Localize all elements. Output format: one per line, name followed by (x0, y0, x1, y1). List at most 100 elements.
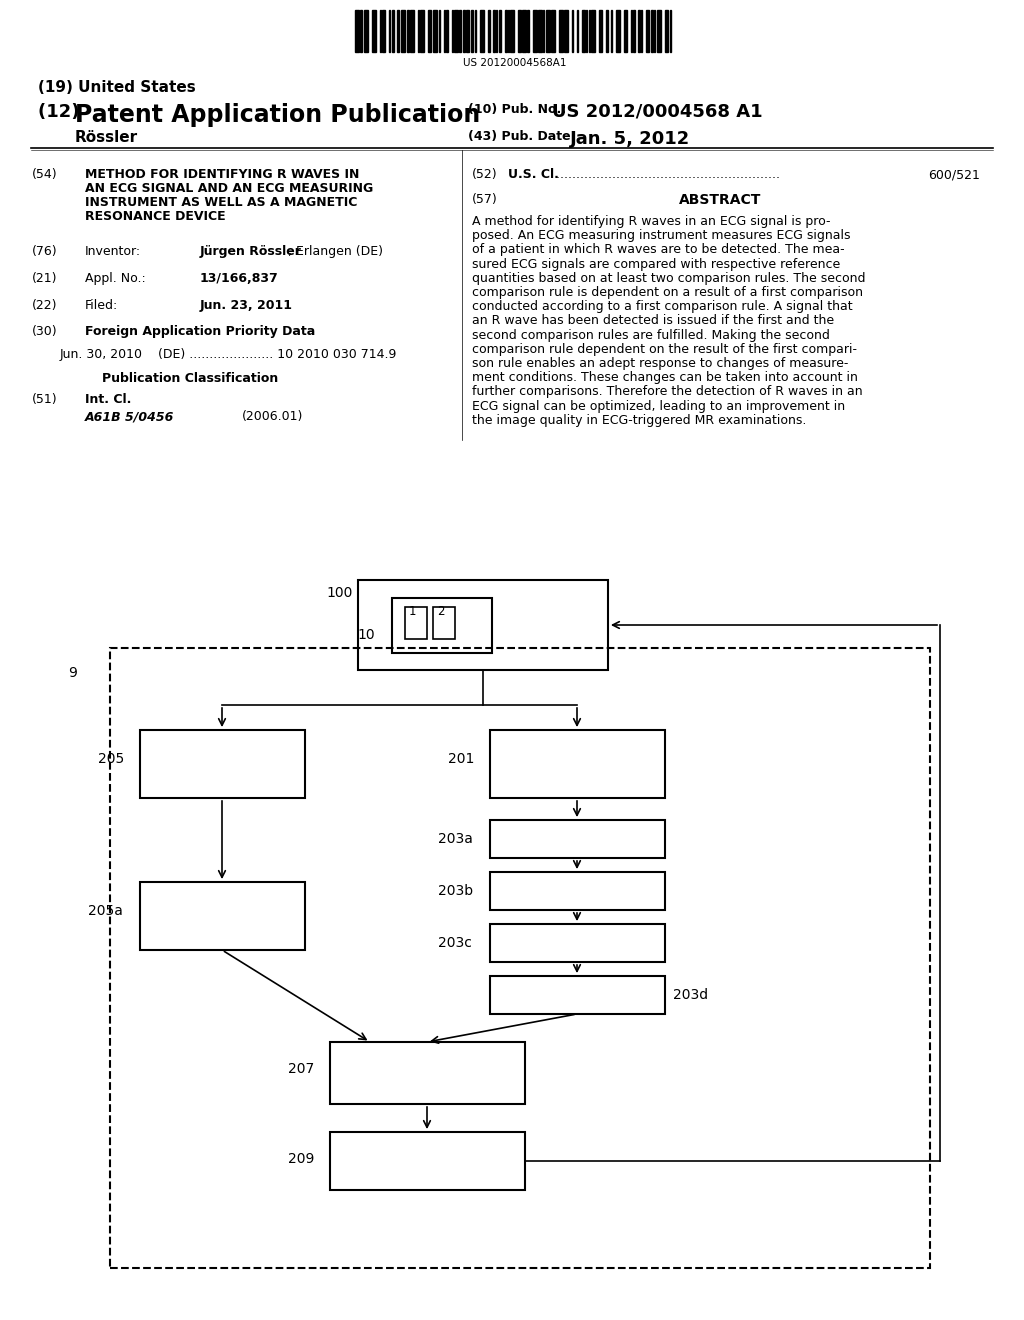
Text: 201: 201 (449, 752, 474, 766)
Text: (21): (21) (32, 272, 57, 285)
Bar (360, 11, 361, 51)
Bar (389, 11, 390, 51)
Bar (418, 11, 419, 51)
Bar (490, 924, 665, 962)
Text: Filed:: Filed: (85, 300, 118, 312)
Text: comparison rule is dependent on a result of a first comparison: comparison rule is dependent on a result… (472, 286, 863, 300)
Bar (380, 11, 381, 51)
Bar (438, 11, 440, 51)
Text: sured ECG signals are compared with respective reference: sured ECG signals are compared with resp… (472, 257, 841, 271)
Bar (420, 11, 424, 51)
Bar (505, 11, 507, 51)
Text: (10) Pub. No.:: (10) Pub. No.: (468, 103, 566, 116)
Bar (460, 11, 461, 51)
Bar (466, 11, 469, 51)
Bar (532, 11, 537, 51)
Text: (12): (12) (38, 103, 86, 121)
Bar (490, 820, 665, 858)
Text: Inventor:: Inventor: (85, 246, 141, 257)
Bar (583, 11, 585, 51)
Text: U.S. Cl.: U.S. Cl. (508, 168, 559, 181)
Bar (633, 11, 635, 51)
Text: Jun. 30, 2010    (DE) ..................... 10 2010 030 714.9: Jun. 30, 2010 (DE) .....................… (60, 348, 397, 360)
Bar (551, 11, 555, 51)
Text: 100: 100 (326, 586, 352, 601)
Bar (499, 11, 502, 51)
Bar (656, 11, 660, 51)
Bar (518, 11, 521, 51)
Bar (400, 11, 404, 51)
Text: 207: 207 (288, 1063, 314, 1076)
Bar (508, 11, 509, 51)
Text: 1: 1 (409, 605, 417, 618)
Bar (480, 11, 484, 51)
Text: , Erlangen (DE): , Erlangen (DE) (288, 246, 383, 257)
Bar (624, 11, 627, 51)
Bar (641, 11, 642, 51)
Text: METHOD FOR IDENTIFYING R WAVES IN: METHOD FOR IDENTIFYING R WAVES IN (85, 168, 359, 181)
Bar (410, 11, 414, 51)
Text: 13/166,837: 13/166,837 (200, 272, 279, 285)
Text: Appl. No.:: Appl. No.: (85, 272, 145, 285)
Text: 209: 209 (288, 1152, 314, 1166)
Bar (372, 11, 376, 51)
Text: Patent Application Publication: Patent Application Publication (75, 103, 480, 127)
Bar (599, 11, 602, 51)
Text: 203a: 203a (438, 832, 473, 846)
Bar (392, 598, 492, 653)
Text: posed. An ECG measuring instrument measures ECG signals: posed. An ECG measuring instrument measu… (472, 230, 851, 242)
Text: (51): (51) (32, 393, 57, 407)
Bar (433, 11, 437, 51)
Text: RESONANCE DEVICE: RESONANCE DEVICE (85, 210, 225, 223)
Text: Rössler: Rössler (75, 129, 138, 145)
Bar (578, 11, 579, 51)
Bar (538, 11, 542, 51)
Bar (494, 11, 495, 51)
Bar (586, 11, 588, 51)
Bar (330, 1041, 525, 1104)
Text: US 20120004568A1: US 20120004568A1 (463, 58, 566, 69)
Text: (76): (76) (32, 246, 57, 257)
Bar (365, 11, 368, 51)
Bar (464, 11, 465, 51)
Bar (510, 11, 514, 51)
Text: ........................................................: ........................................… (552, 168, 784, 181)
Text: INSTRUMENT AS WELL AS A MAGNETIC: INSTRUMENT AS WELL AS A MAGNETIC (85, 195, 357, 209)
Bar (592, 11, 595, 51)
Bar (428, 11, 431, 51)
Bar (358, 579, 608, 671)
Text: 205a: 205a (88, 904, 123, 917)
Text: Publication Classification: Publication Classification (101, 372, 279, 385)
Text: A61B 5/0456: A61B 5/0456 (85, 411, 174, 422)
Text: comparison rule dependent on the result of the first compari-: comparison rule dependent on the result … (472, 343, 857, 356)
Text: conducted according to a first comparison rule. A signal that: conducted according to a first compariso… (472, 300, 853, 313)
Text: 9: 9 (68, 667, 77, 680)
Text: (30): (30) (32, 325, 57, 338)
Bar (490, 873, 665, 909)
Text: son rule enables an adept response to changes of measure-: son rule enables an adept response to ch… (472, 356, 848, 370)
Text: (57): (57) (472, 193, 498, 206)
Bar (571, 11, 573, 51)
Bar (611, 11, 612, 51)
Text: Jun. 23, 2011: Jun. 23, 2011 (200, 300, 293, 312)
Bar (665, 11, 669, 51)
Text: (43) Pub. Date:: (43) Pub. Date: (468, 129, 575, 143)
Bar (475, 11, 476, 51)
Text: Jürgen Rössler: Jürgen Rössler (200, 246, 302, 257)
Text: 203d: 203d (673, 987, 709, 1002)
Bar (646, 11, 649, 51)
Text: 203b: 203b (438, 884, 473, 898)
Bar (408, 11, 409, 51)
Bar (490, 975, 665, 1014)
Bar (527, 11, 528, 51)
Bar (396, 11, 399, 51)
Bar (330, 1133, 525, 1191)
Bar (559, 11, 562, 51)
Text: quantities based on at least two comparison rules. The second: quantities based on at least two compari… (472, 272, 865, 285)
Text: 2: 2 (437, 605, 444, 618)
Bar (564, 11, 568, 51)
Text: A method for identifying R waves in an ECG signal is pro-: A method for identifying R waves in an E… (472, 215, 830, 228)
Bar (391, 11, 394, 51)
Text: an R wave has been detected is issued if the first and the: an R wave has been detected is issued if… (472, 314, 835, 327)
Text: (2006.01): (2006.01) (242, 411, 303, 422)
